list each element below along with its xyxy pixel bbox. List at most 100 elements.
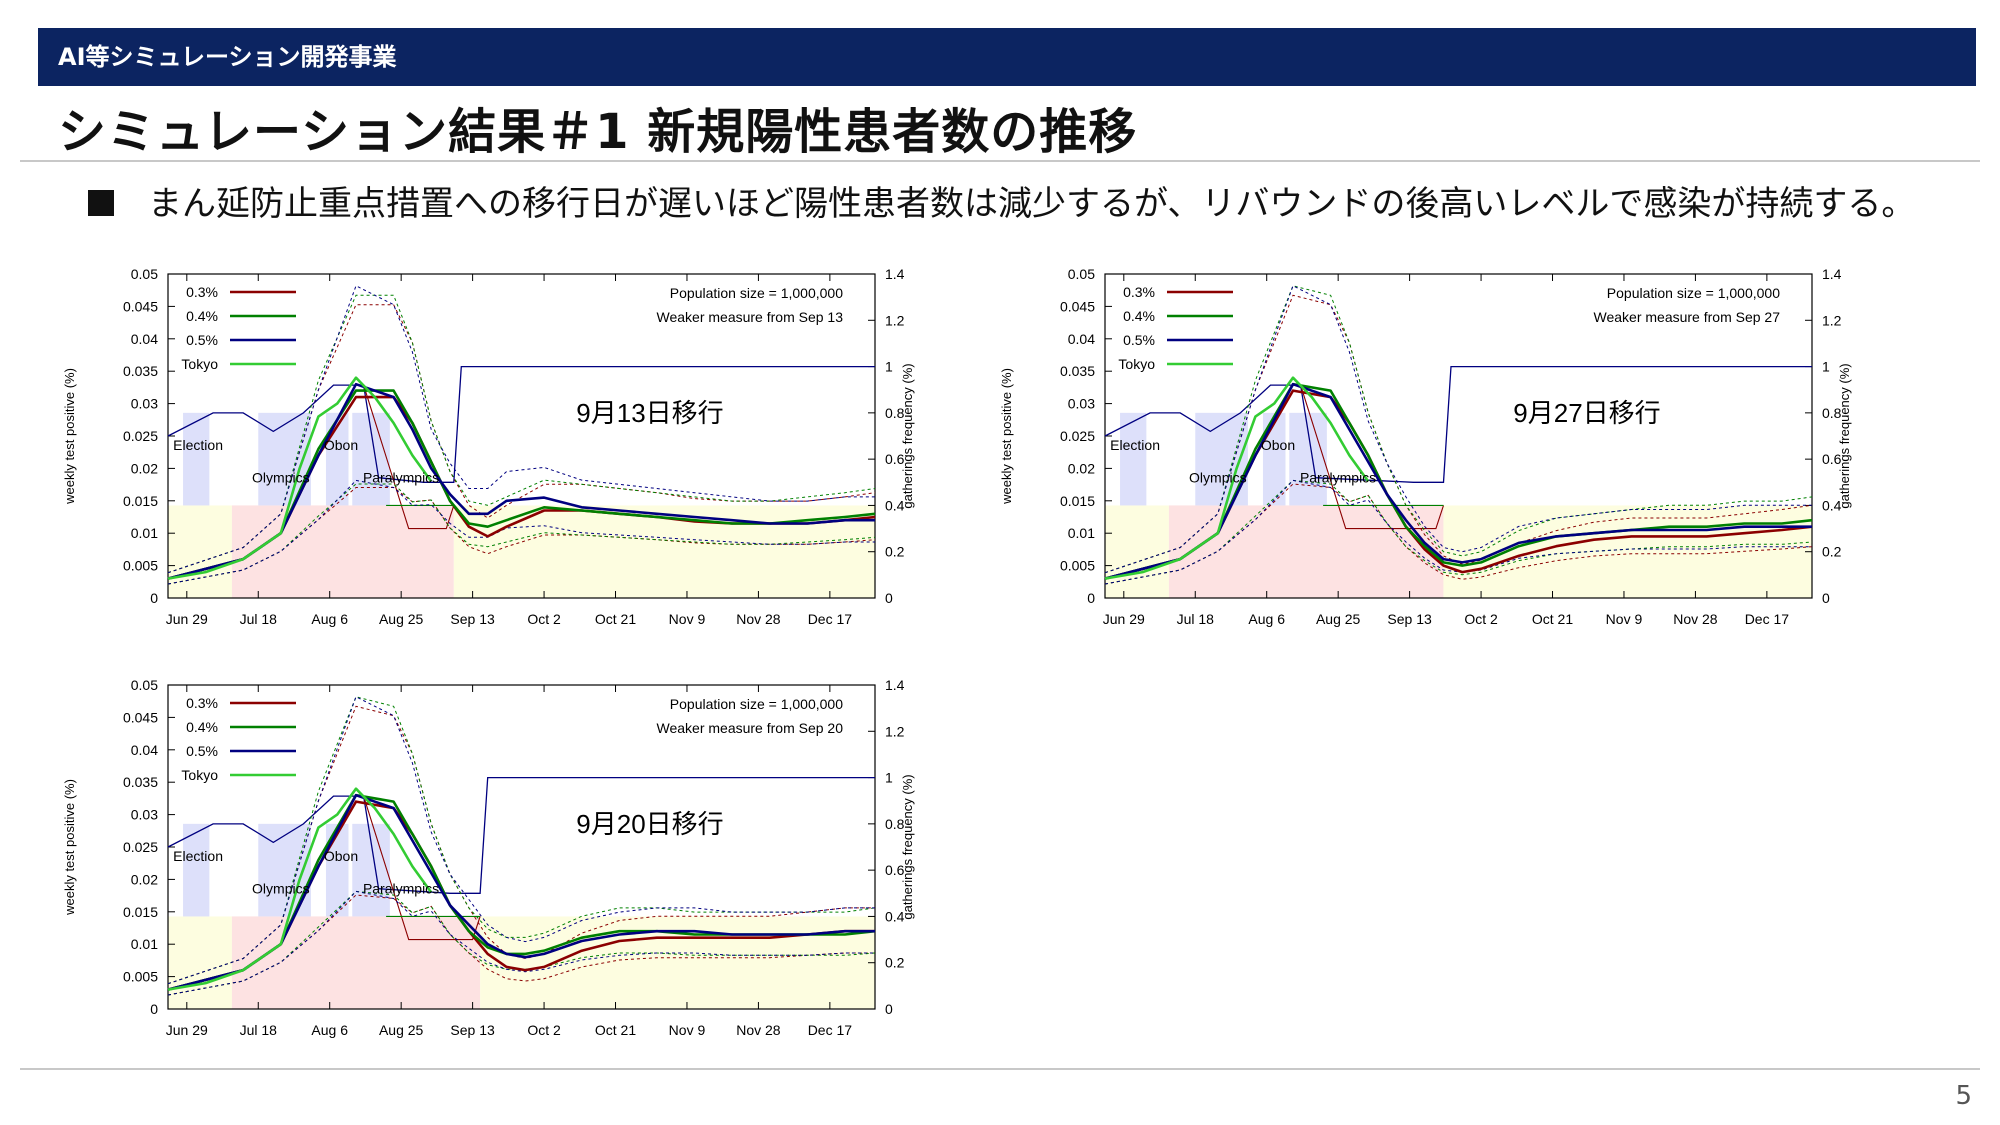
x-tick-label: Oct 21: [595, 1022, 636, 1038]
series-upper-bound: [1104, 285, 1813, 574]
y-tick-label: 0.025: [1060, 428, 1095, 444]
y-tick-label: 0.045: [123, 298, 158, 314]
strong-measure-band: [231, 916, 481, 1009]
y2-tick-label: 1.4: [1822, 266, 1842, 282]
series-line-0-3pct: [1104, 389, 1813, 580]
y2-tick-label: 0: [885, 590, 893, 606]
y2-tick-label: 1.2: [1822, 312, 1842, 328]
event-label: Obon: [324, 437, 358, 453]
y-tick-label: 0: [1087, 590, 1095, 606]
page-title: シミュレーション結果＃1 新規陽性患者数の推移: [58, 104, 1138, 160]
x-tick-label: Nov 9: [669, 611, 706, 627]
event-band: [183, 412, 210, 506]
x-tick-label: Nov 28: [736, 611, 781, 627]
x-tick-label: Sep 13: [450, 1022, 495, 1038]
x-tick-label: Jun 29: [166, 1022, 208, 1038]
x-tick-label: Dec 17: [808, 611, 853, 627]
legend-label: 0.4%: [1123, 308, 1155, 324]
event-label: Paralympics: [1300, 469, 1376, 485]
legend-label: 0.4%: [186, 308, 218, 324]
y-tick-label: 0.01: [1068, 525, 1095, 541]
y2-tick-label: 0.4: [885, 497, 905, 513]
x-tick-label: Oct 21: [1532, 611, 1573, 627]
x-tick-label: Sep 13: [450, 611, 495, 627]
series-line-0-5pct: [167, 382, 875, 580]
legend-label: 0.5%: [1123, 332, 1155, 348]
gatherings-frequency-line: [167, 776, 875, 894]
y2-tick-label: 0.2: [1822, 544, 1842, 560]
y-tick-label: 0.045: [123, 709, 158, 725]
page-number: 5: [1955, 1081, 1972, 1111]
x-tick-label: Jul 18: [1177, 611, 1215, 627]
annotation-label: 9月13日移行: [576, 398, 723, 428]
x-tick-label: Aug 25: [379, 611, 424, 627]
chart-sep27: 0 0.005 0.01 0.015 0.02 0.025 0.03 0.035 0.04 0.0…: [997, 262, 1857, 672]
event-band: [352, 412, 390, 506]
weak-measure-band: [1105, 505, 1169, 598]
x-tick-label: Nov 28: [736, 1022, 781, 1038]
y-axis-label: weekly test positive (%): [62, 779, 77, 916]
series-line-tokyo: [167, 376, 433, 580]
y-tick-label: 0.05: [1068, 266, 1095, 282]
y-tick-label: 0.04: [131, 331, 158, 347]
annotation-label: 9月20日移行: [576, 809, 723, 839]
y-tick-label: 0.03: [131, 396, 158, 412]
x-tick-label: Nov 9: [669, 1022, 706, 1038]
y-tick-label: 0.05: [131, 266, 158, 282]
y-tick-label: 0: [150, 1001, 158, 1017]
info-line: Population size = 1,000,000: [670, 285, 843, 301]
y2-tick-label: 0.6: [1822, 451, 1842, 467]
event-label: Paralympics: [363, 469, 439, 485]
x-tick-label: Jun 29: [1103, 611, 1145, 627]
gatherings-frequency-line: [363, 384, 455, 530]
info-line: Population size = 1,000,000: [1607, 285, 1780, 301]
y-tick-label: 0.05: [131, 677, 158, 693]
series-lower-bound: [1104, 479, 1813, 585]
y2-tick-label: 1: [885, 770, 893, 786]
x-tick-label: Oct 2: [1464, 611, 1498, 627]
event-label: Olympics: [1189, 469, 1247, 485]
event-band: [352, 823, 390, 917]
info-line: Population size = 1,000,000: [670, 696, 843, 712]
y2-tick-label: 1.4: [885, 677, 905, 693]
y-tick-label: 0.025: [123, 428, 158, 444]
x-tick-label: Aug 6: [1248, 611, 1285, 627]
bullet-line: まん延防止重点措置への移行日が遅いほど陽性患者数は減少するが、リバウンドの後高い…: [88, 176, 1915, 225]
y-tick-label: 0.01: [131, 936, 158, 952]
legend-label: 0.5%: [186, 743, 218, 759]
x-tick-label: Jul 18: [240, 1022, 278, 1038]
series-line-tokyo: [1104, 376, 1370, 580]
y2-tick-label: 1.2: [885, 723, 905, 739]
legend-label: 0.3%: [186, 284, 218, 300]
series-line-0-5pct: [1104, 382, 1812, 580]
x-tick-label: Jul 18: [240, 611, 278, 627]
event-label: Obon: [324, 848, 358, 864]
y2-tick-label: 0.8: [885, 405, 905, 421]
series-upper-bound: [1104, 294, 1813, 574]
chart-sep13: 0 0.005 0.01 0.015 0.02 0.025 0.03 0.035 0.04 0.0…: [60, 262, 920, 672]
x-tick-label: Jun 29: [166, 611, 208, 627]
footer-divider: [20, 1068, 1980, 1070]
series-upper-bound: [167, 696, 875, 985]
y-tick-label: 0.015: [123, 493, 158, 509]
info-line: Weaker measure from Sep 20: [657, 720, 844, 736]
y-tick-label: 0.025: [123, 839, 158, 855]
y-tick-label: 0.035: [123, 774, 158, 790]
y2-axis-label: gatherings frequency (%): [900, 774, 915, 919]
gatherings-frequency-line: [167, 365, 875, 483]
y2-tick-label: 0.8: [885, 816, 905, 832]
legend-label: 0.3%: [186, 695, 218, 711]
y-tick-label: 0.005: [123, 969, 158, 985]
y2-tick-label: 1: [885, 359, 893, 375]
event-label: Olympics: [252, 880, 310, 896]
x-tick-label: Aug 6: [311, 611, 348, 627]
legend-label: Tokyo: [181, 356, 218, 372]
x-tick-label: Dec 17: [1745, 611, 1790, 627]
y-tick-label: 0.04: [131, 742, 158, 758]
event-label: Olympics: [252, 469, 310, 485]
y-tick-label: 0.005: [1060, 558, 1095, 574]
y2-tick-label: 0.2: [885, 955, 905, 971]
y2-tick-label: 0.6: [885, 862, 905, 878]
title-divider: [20, 160, 1980, 162]
strong-measure-band: [1168, 505, 1444, 598]
